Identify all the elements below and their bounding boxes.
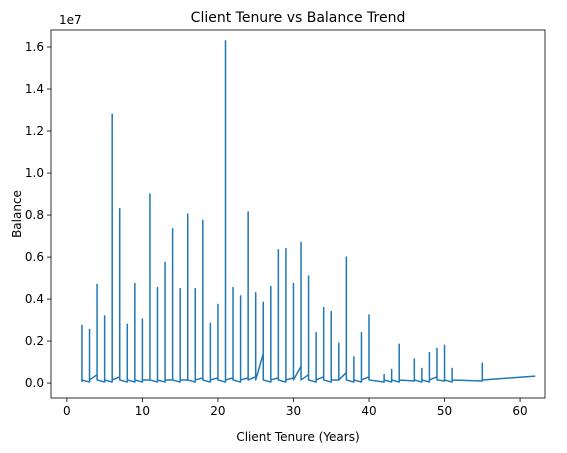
x-tick-label: 50 (437, 404, 452, 418)
plot-frame (50, 29, 546, 399)
x-tick-label: 30 (286, 404, 301, 418)
y-tick-label: 0.2 (25, 334, 44, 348)
x-tick-label: 60 (512, 404, 527, 418)
y-offset-label: 1e7 (59, 13, 82, 27)
y-tick-label: 1.6 (25, 40, 44, 54)
y-axis-label: Balance (10, 190, 24, 238)
x-tick-label: 0 (63, 404, 71, 418)
y-tick-label: 1.0 (25, 166, 44, 180)
y-tick-label: 1.4 (25, 82, 44, 96)
x-tick-label: 10 (135, 404, 150, 418)
y-tick-label: 0.8 (25, 208, 44, 222)
data-line (81, 39, 536, 383)
y-tick-label: 1.2 (25, 124, 44, 138)
y-tick-label: 0.0 (25, 376, 44, 390)
chart-title: Client Tenure vs Balance Trend (191, 10, 406, 26)
y-tick-label: 0.4 (25, 292, 44, 306)
y-tick-label: 0.6 (25, 250, 44, 264)
x-tick-label: 20 (210, 404, 225, 418)
x-axis-label: Client Tenure (Years) (236, 430, 359, 444)
x-tick-label: 40 (361, 404, 376, 418)
